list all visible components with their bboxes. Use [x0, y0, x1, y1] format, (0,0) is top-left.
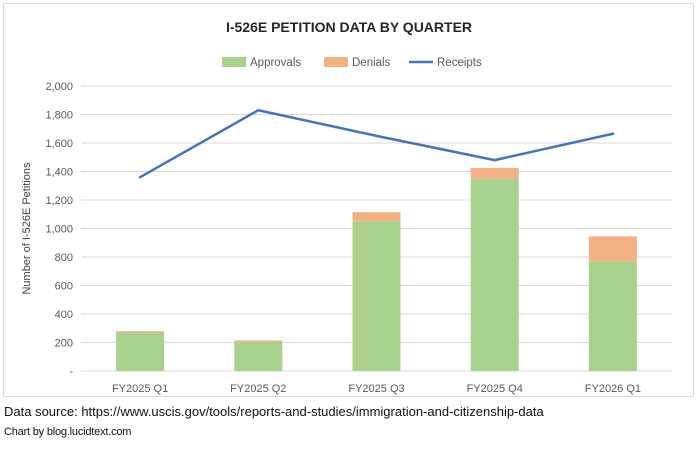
y-tick-label: 400 [55, 309, 73, 321]
y-tick-label: 200 [55, 338, 73, 350]
legend-swatch-denials [324, 57, 348, 67]
x-tick-label: FY2026 Q1 [585, 383, 641, 395]
y-tick-label: 1,400 [45, 167, 73, 179]
y-tick-label: 600 [55, 281, 73, 293]
y-tick-label: 1,800 [45, 110, 73, 122]
y-tick-label: 800 [55, 252, 73, 264]
bar-approvals-5 [588, 261, 637, 371]
y-tick-label: - [69, 366, 73, 378]
x-tick-label: FY2025 Q2 [230, 383, 286, 395]
x-tick-label: FY2025 Q1 [112, 383, 168, 395]
bar-denials-4 [470, 167, 519, 179]
x-tick-label: FY2025 Q3 [348, 383, 404, 395]
bar-denials-2 [234, 340, 283, 342]
y-tick-label: 1,600 [45, 138, 73, 150]
receipts-point-4 [493, 158, 496, 162]
receipts-point-1 [138, 176, 142, 179]
y-tick-label: 2,000 [45, 81, 73, 93]
bar-denials-1 [116, 331, 165, 333]
bar-approvals-2 [234, 341, 283, 371]
legend-label-receipts: Receipts [437, 57, 482, 69]
chart-credit: Chart by blog.lucidtext.com [4, 426, 132, 438]
legend-swatch-approvals [222, 57, 246, 67]
petition-chart: I-526E PETITION DATA BY QUARTER Number o… [21, 19, 672, 395]
legend-label-approvals: Approvals [250, 57, 301, 69]
bar-approvals-3 [352, 221, 401, 371]
legend-label-denials: Denials [352, 57, 391, 69]
y-axis-label: Number of I-526E Petitions [21, 162, 33, 295]
y-tick-label: 1,200 [45, 195, 73, 207]
bar-denials-5 [588, 236, 637, 262]
chart-frame: I-526E PETITION DATA BY QUARTER Number o… [3, 3, 694, 397]
bar-approvals-1 [116, 332, 165, 371]
receipts-point-5 [611, 132, 615, 135]
bar-approvals-4 [470, 178, 519, 371]
receipts-point-2 [257, 109, 260, 112]
receipts-point-3 [375, 134, 378, 138]
chart-title: I-526E PETITION DATA BY QUARTER [226, 19, 472, 35]
bar-denials-3 [352, 212, 401, 222]
y-tick-label: 1,000 [45, 224, 73, 236]
receipts-line [138, 108, 615, 179]
data-source-note: Data source: https://www.uscis.gov/tools… [4, 404, 544, 419]
x-tick-label: FY2025 Q4 [467, 383, 523, 395]
